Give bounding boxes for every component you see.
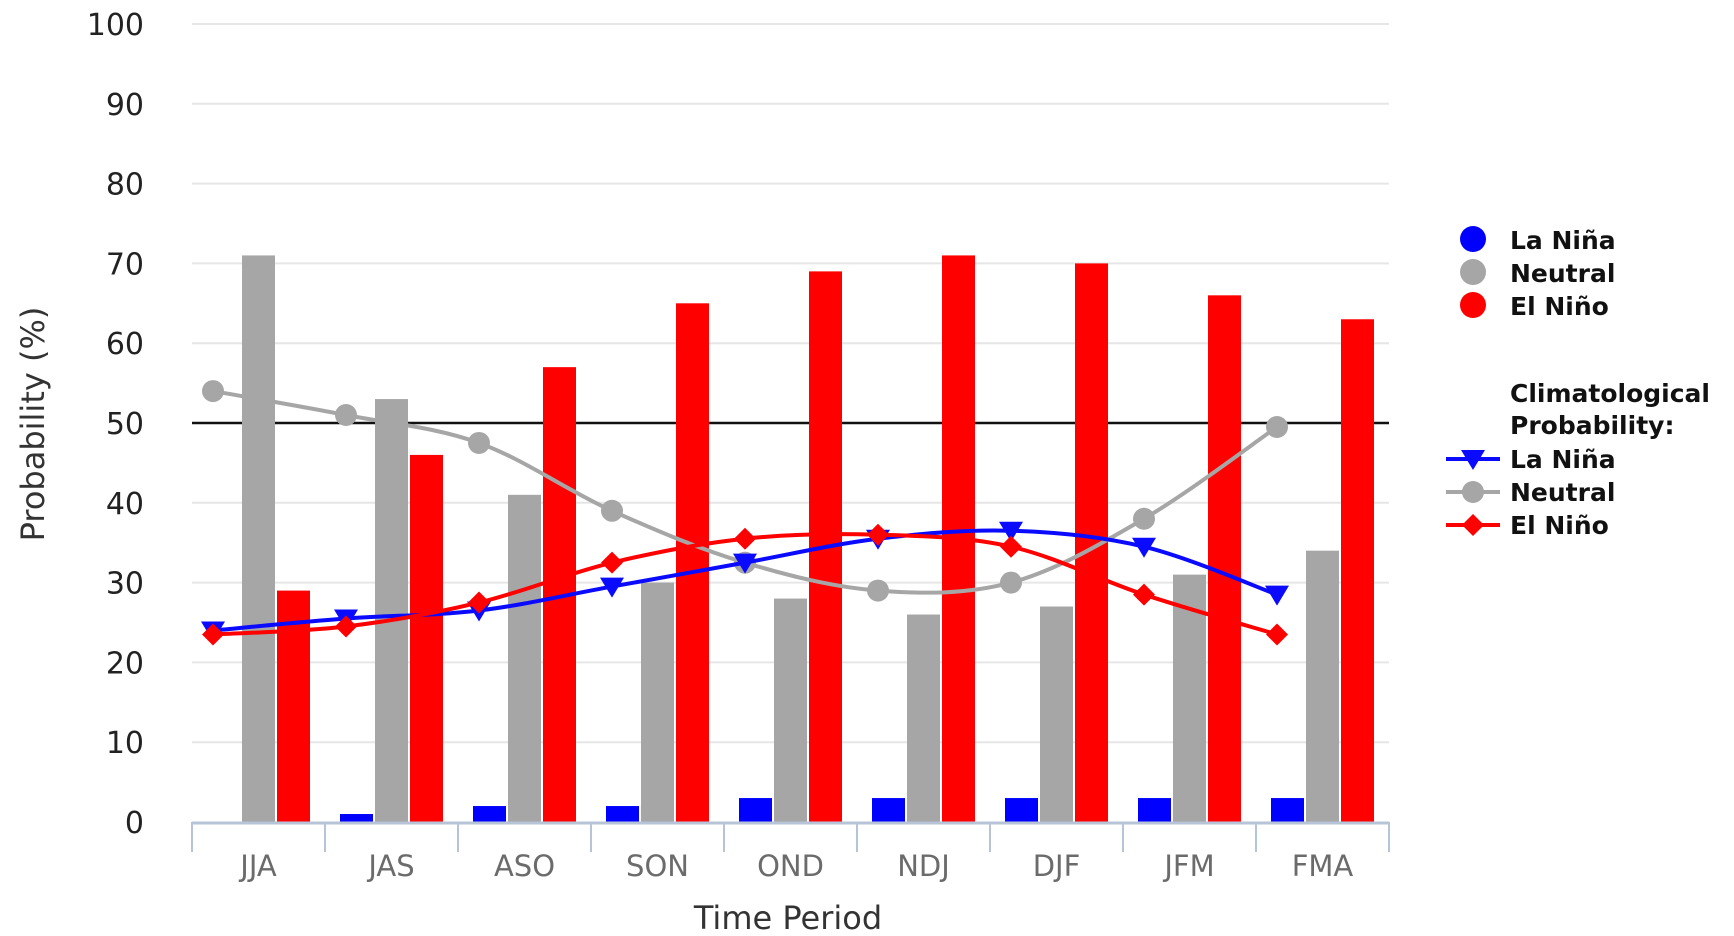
point-marker (1000, 571, 1022, 594)
point-marker (335, 404, 357, 427)
legend-label: El Niño (1510, 292, 1609, 321)
point-marker (1000, 535, 1022, 558)
bar (907, 614, 940, 822)
point-marker (1266, 623, 1288, 646)
legend-label: La Niña (1510, 445, 1616, 474)
bar (739, 798, 772, 822)
x-tick-label: ASO (494, 849, 555, 883)
bar (1208, 295, 1241, 822)
point-marker (867, 579, 889, 602)
bar (340, 814, 373, 822)
x-tick-label: NDJ (897, 849, 950, 883)
point-marker (1132, 537, 1156, 558)
bar (606, 806, 639, 822)
y-tick-label: 0 (125, 806, 144, 841)
point-marker (202, 623, 224, 646)
bar (473, 806, 506, 822)
point-marker (999, 521, 1023, 542)
point-marker (1462, 481, 1484, 503)
legend-group-title: Climatological (1510, 379, 1710, 408)
bars (242, 255, 1374, 823)
bar (1306, 550, 1339, 822)
point-marker (1133, 507, 1155, 530)
legend-group-title: Probability: (1510, 411, 1674, 440)
x-tick-label: SON (626, 849, 689, 883)
bar (1173, 574, 1206, 822)
legend-label: La Niña (1510, 226, 1616, 255)
y-tick-label: 80 (106, 168, 144, 203)
legend-swatch (1460, 259, 1486, 285)
bar (1138, 798, 1171, 822)
bar (508, 494, 541, 822)
point-marker (1133, 583, 1155, 606)
x-axis: JJA JAS ASO SON OND NDJ DJF JFM FMA (191, 821, 1390, 883)
y-tick-label: 60 (106, 327, 144, 362)
x-axis-title: Time Period (693, 899, 882, 936)
x-tick-label: JJA (238, 849, 277, 883)
legend-label: Neutral (1510, 478, 1615, 507)
bar (242, 255, 275, 823)
y-tick-label: 50 (106, 407, 144, 442)
y-tick-label: 10 (106, 726, 144, 761)
x-tick-label: FMA (1292, 849, 1354, 883)
point-marker (468, 591, 490, 614)
bar (1040, 606, 1073, 822)
legend-label: El Niño (1510, 511, 1609, 540)
bar (641, 582, 674, 822)
x-tick-label: JFM (1162, 849, 1214, 883)
point-marker (733, 553, 757, 574)
point-marker (335, 615, 357, 638)
legend: La Niña Neutral El Niño Climatological Proba… (1446, 226, 1710, 540)
climatology-lines (201, 380, 1289, 646)
y-tick-label: 20 (106, 646, 144, 681)
x-tick-label: JAS (366, 849, 414, 883)
point-marker (468, 431, 490, 454)
point-marker (601, 499, 623, 522)
bar (1271, 798, 1304, 822)
bar (774, 598, 807, 822)
legend-swatch (1460, 226, 1486, 252)
y-tick-label: 70 (106, 247, 144, 282)
y-axis-title: Probability (%) (14, 307, 52, 542)
x-tick-label: OND (757, 849, 824, 883)
y-tick-label: 90 (106, 88, 144, 123)
bar (375, 399, 408, 822)
point-marker (867, 523, 889, 546)
y-tick-label: 100 (87, 8, 144, 43)
point-marker (600, 577, 624, 598)
point-marker (601, 551, 623, 574)
point-marker (1461, 450, 1485, 470)
point-marker (1462, 514, 1484, 536)
point-marker (734, 527, 756, 550)
bar (872, 798, 905, 822)
bar (410, 454, 443, 822)
legend-swatch (1460, 292, 1486, 318)
y-tick-label: 30 (106, 567, 144, 602)
point-marker (202, 380, 224, 403)
point-marker (1266, 415, 1288, 438)
bar (1341, 319, 1374, 822)
point-marker (1265, 585, 1289, 606)
y-tick-label: 40 (106, 487, 144, 522)
y-axis-tick-labels: 0 10 20 30 40 50 60 70 80 90 100 (87, 8, 144, 841)
bar (676, 303, 709, 822)
bar (1005, 798, 1038, 822)
x-tick-label: DJF (1033, 849, 1081, 883)
legend-label: Neutral (1510, 259, 1615, 288)
